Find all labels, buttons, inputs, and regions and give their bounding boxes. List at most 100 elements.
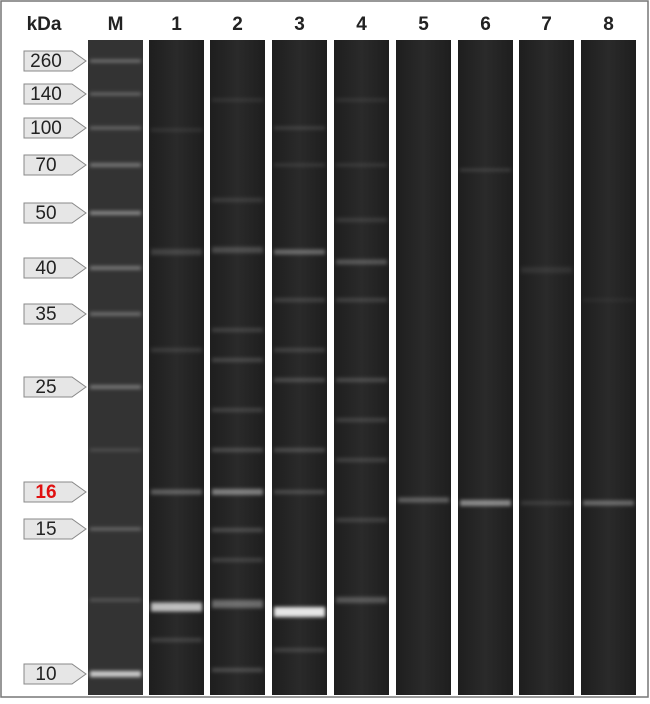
band bbox=[90, 385, 141, 389]
band bbox=[460, 500, 511, 506]
lane-background bbox=[149, 40, 204, 695]
band bbox=[460, 169, 511, 171]
band bbox=[151, 638, 202, 642]
band bbox=[151, 128, 202, 132]
lane-label: 5 bbox=[418, 14, 429, 35]
marker-tag: 25 bbox=[23, 376, 87, 398]
lane bbox=[149, 40, 204, 695]
marker-tag: 40 bbox=[23, 257, 87, 279]
band bbox=[90, 527, 141, 531]
band bbox=[521, 501, 572, 505]
lane bbox=[88, 40, 143, 695]
band bbox=[212, 198, 263, 202]
lane-background bbox=[334, 40, 389, 695]
lane bbox=[519, 40, 574, 695]
marker-label: 70 bbox=[35, 155, 56, 176]
band bbox=[151, 348, 202, 352]
marker-label: 100 bbox=[30, 118, 62, 139]
band bbox=[212, 448, 263, 452]
band bbox=[212, 668, 263, 672]
band bbox=[336, 378, 387, 382]
band bbox=[336, 298, 387, 302]
band bbox=[274, 163, 325, 167]
marker-tag: 35 bbox=[23, 303, 87, 325]
marker-tag: 100 bbox=[23, 117, 87, 139]
lane bbox=[272, 40, 327, 695]
marker-arrow bbox=[23, 257, 87, 279]
band bbox=[336, 98, 387, 102]
marker-arrow bbox=[23, 117, 87, 139]
band bbox=[212, 600, 263, 608]
lane-background bbox=[88, 40, 143, 695]
lane-label: 2 bbox=[232, 14, 243, 35]
marker-tag: 15 bbox=[23, 518, 87, 540]
marker-tag: 260 bbox=[23, 50, 87, 72]
band bbox=[151, 602, 202, 612]
marker-label: 50 bbox=[35, 203, 56, 224]
lane-label: 1 bbox=[171, 14, 182, 35]
band bbox=[274, 490, 325, 494]
lane bbox=[396, 40, 451, 695]
lane-label: 4 bbox=[356, 14, 367, 35]
band bbox=[212, 528, 263, 532]
lane bbox=[334, 40, 389, 695]
band bbox=[274, 648, 325, 652]
marker-arrow bbox=[23, 303, 87, 325]
band bbox=[212, 408, 263, 412]
lane-background bbox=[519, 40, 574, 695]
band bbox=[398, 497, 449, 503]
lane-background bbox=[581, 40, 636, 695]
marker-arrow bbox=[23, 50, 87, 72]
band bbox=[151, 249, 202, 255]
marker-label: 15 bbox=[35, 519, 56, 540]
lane-label: 7 bbox=[541, 14, 552, 35]
marker-label: 40 bbox=[35, 258, 56, 279]
band bbox=[90, 211, 141, 215]
band bbox=[521, 267, 572, 273]
band bbox=[336, 597, 387, 603]
band bbox=[336, 458, 387, 462]
lane-label: M bbox=[108, 14, 124, 35]
band bbox=[90, 92, 141, 96]
band bbox=[212, 98, 263, 102]
lane bbox=[581, 40, 636, 695]
band bbox=[583, 500, 634, 506]
marker-tag: 140 bbox=[23, 83, 87, 105]
lane-background bbox=[458, 40, 513, 695]
marker-label: 25 bbox=[35, 377, 56, 398]
marker-tag: 50 bbox=[23, 202, 87, 224]
marker-label: 260 bbox=[30, 51, 62, 72]
band bbox=[90, 266, 141, 270]
lane-background bbox=[272, 40, 327, 695]
marker-arrow bbox=[23, 518, 87, 540]
marker-arrow bbox=[23, 83, 87, 105]
band bbox=[90, 598, 141, 602]
lane-background bbox=[396, 40, 451, 695]
band bbox=[274, 348, 325, 352]
band bbox=[274, 448, 325, 452]
marker-tag: 10 bbox=[23, 663, 87, 685]
lane-label: 8 bbox=[603, 14, 614, 35]
band bbox=[90, 448, 141, 452]
marker-arrow bbox=[23, 376, 87, 398]
band bbox=[274, 249, 325, 255]
band bbox=[274, 378, 325, 382]
lane-label: 3 bbox=[294, 14, 305, 35]
marker-label: 10 bbox=[35, 664, 56, 685]
band bbox=[336, 518, 387, 522]
band bbox=[90, 126, 141, 130]
marker-tag: 16 bbox=[23, 481, 87, 503]
marker-arrow bbox=[23, 154, 87, 176]
band bbox=[151, 489, 202, 495]
band bbox=[336, 163, 387, 167]
marker-label: 16 bbox=[35, 482, 56, 503]
band bbox=[336, 259, 387, 265]
lane-background bbox=[210, 40, 265, 695]
marker-arrow bbox=[23, 481, 87, 503]
band bbox=[212, 489, 263, 495]
lane-label: 6 bbox=[480, 14, 491, 35]
band bbox=[90, 163, 141, 167]
marker-arrow bbox=[23, 663, 87, 685]
band bbox=[212, 558, 263, 562]
